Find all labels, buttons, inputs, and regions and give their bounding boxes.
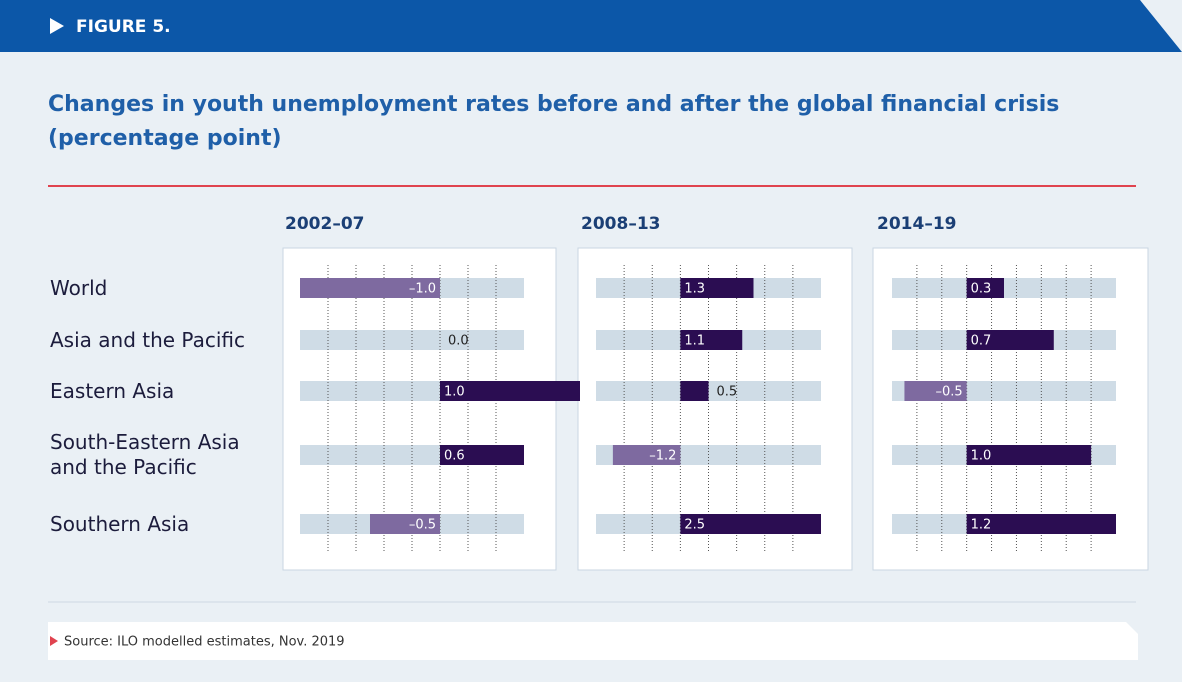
value-label: 2.5 — [684, 518, 705, 533]
bar — [966, 278, 1004, 298]
chart-title: Changes in youth unemployment rates befo… — [48, 88, 1148, 156]
bar — [966, 445, 1092, 465]
source-box — [48, 622, 1138, 660]
bar — [966, 330, 1054, 350]
bar — [300, 278, 440, 298]
value-label: 1.1 — [684, 334, 705, 349]
value-label: –0.5 — [935, 385, 962, 400]
panel-title: 2008–13 — [581, 214, 660, 234]
source: Source: ILO modelled estimates, Nov. 201… — [64, 635, 345, 650]
value-label: 0.5 — [717, 385, 738, 400]
row-label: South-Eastern Asia and the Pacific — [50, 430, 240, 479]
title-line: (percentage point) — [48, 126, 282, 151]
bar — [680, 514, 821, 534]
bar — [680, 278, 754, 298]
bar — [966, 514, 1116, 534]
header-arrow — [50, 18, 64, 34]
panel-title: 2002–07 — [285, 214, 364, 234]
value-label: –1.0 — [409, 282, 436, 297]
row-label: Asia and the Pacific — [50, 327, 245, 352]
row-label: Eastern Asia — [50, 378, 175, 403]
bar — [440, 381, 580, 401]
value-label: 0.6 — [444, 449, 465, 464]
header-band — [0, 0, 1182, 52]
bar — [370, 514, 440, 534]
value-label: 0.0 — [448, 334, 469, 349]
value-label: 1.3 — [684, 282, 705, 297]
value-label: 0.7 — [971, 334, 992, 349]
bar — [680, 381, 709, 401]
value-label: –0.5 — [409, 518, 436, 533]
title-line: Changes in youth unemployment rates befo… — [48, 92, 1060, 117]
source-arrow — [50, 636, 58, 646]
bar — [440, 445, 524, 465]
row-label: Southern Asia — [50, 511, 190, 536]
row-label: World — [50, 275, 108, 300]
value-label: 1.0 — [971, 449, 992, 464]
value-label: 0.3 — [971, 282, 992, 297]
bar — [904, 381, 967, 401]
panel-title: 2014–19 — [877, 214, 956, 234]
value-label: 1.2 — [971, 518, 992, 533]
value-label: 1.0 — [444, 385, 465, 400]
bar — [680, 330, 743, 350]
header-label: FIGURE 5. — [76, 17, 171, 37]
value-label: –1.2 — [649, 449, 676, 464]
bar — [612, 445, 681, 465]
